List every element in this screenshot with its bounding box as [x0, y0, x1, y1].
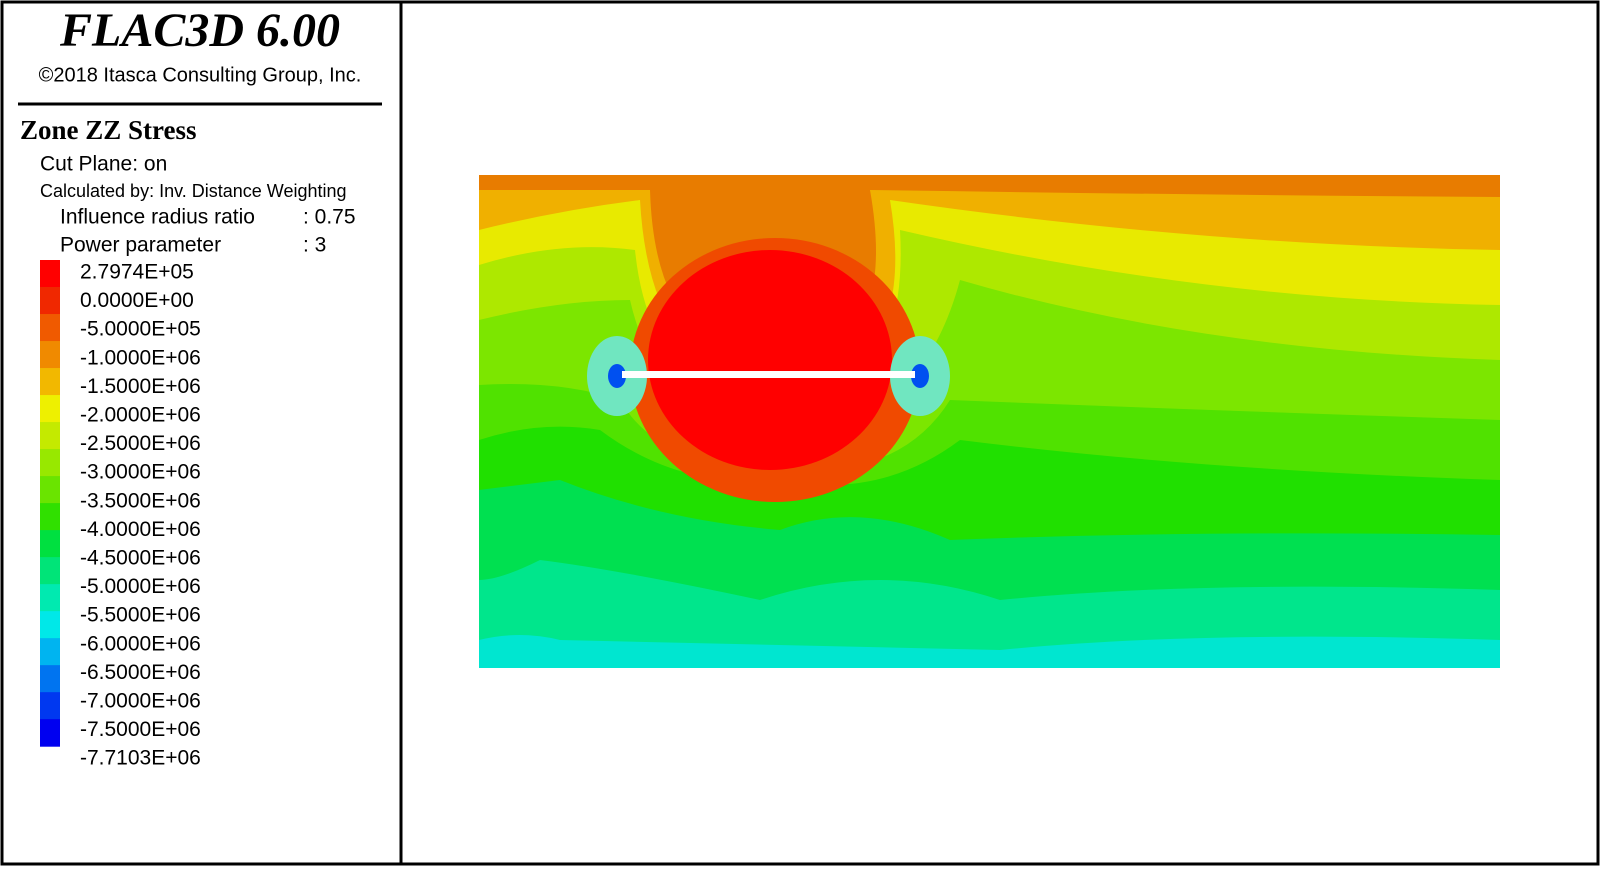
legend-title: Zone ZZ Stress: [20, 115, 197, 145]
color-legend: 2.7974E+05 0.0000E+00 -5.0000E+05 -1.0000E+…: [40, 260, 201, 770]
legend-swatch: [40, 719, 60, 747]
legend-label: -3.0000E+06: [80, 461, 201, 484]
param-value: : 0.75: [303, 206, 356, 229]
legend-swatch: [40, 584, 60, 612]
legend-label: -1.5000E+06: [80, 375, 201, 398]
legend-swatch: [40, 287, 60, 315]
legend-swatch: [40, 260, 60, 288]
legend-swatch: [40, 503, 60, 531]
legend-swatch: [40, 341, 60, 369]
legend-label: -2.0000E+06: [80, 404, 201, 427]
legend-label: -2.5000E+06: [80, 432, 201, 455]
legend-label: -6.5000E+06: [80, 661, 201, 684]
param-name: Power parameter: [60, 234, 221, 257]
legend-label: -7.5000E+06: [80, 718, 201, 741]
legend-swatch: [40, 557, 60, 585]
legend-swatch: [40, 395, 60, 423]
legend-label: -6.0000E+06: [80, 632, 201, 655]
legend-label: -7.0000E+06: [80, 690, 201, 713]
contour-plot: [479, 175, 1500, 668]
legend-label: -7.7103E+06: [80, 747, 201, 770]
legend-label: -5.0000E+06: [80, 575, 201, 598]
legend-label: 2.7974E+05: [80, 261, 194, 284]
legend-swatch: [40, 530, 60, 558]
param-name: Influence radius ratio: [60, 206, 255, 229]
legend-swatch: [40, 638, 60, 666]
app-title: FLAC3D 6.00: [59, 4, 340, 57]
legend-label: -1.0000E+06: [80, 346, 201, 369]
legend-swatch: [40, 692, 60, 720]
legend-swatch: [40, 476, 60, 504]
legend-swatch: [40, 449, 60, 477]
legend-line: Calculated by: Inv. Distance Weighting: [40, 181, 347, 201]
legend-swatch: [40, 611, 60, 639]
legend-label: -5.0000E+05: [80, 318, 201, 341]
legend-line: Cut Plane: on: [40, 153, 167, 176]
legend-label: 0.0000E+00: [80, 289, 194, 312]
legend-label: -4.5000E+06: [80, 547, 201, 570]
legend-swatch: [40, 368, 60, 396]
legend-swatch: [40, 314, 60, 342]
legend-label: -5.5000E+06: [80, 604, 201, 627]
param-value: : 3: [303, 234, 326, 257]
legend-label: -4.0000E+06: [80, 518, 201, 541]
legend-swatch: [40, 422, 60, 450]
legend-swatch: [40, 665, 60, 693]
copyright: ©2018 Itasca Consulting Group, Inc.: [39, 64, 362, 86]
legend-label: -3.5000E+06: [80, 489, 201, 512]
